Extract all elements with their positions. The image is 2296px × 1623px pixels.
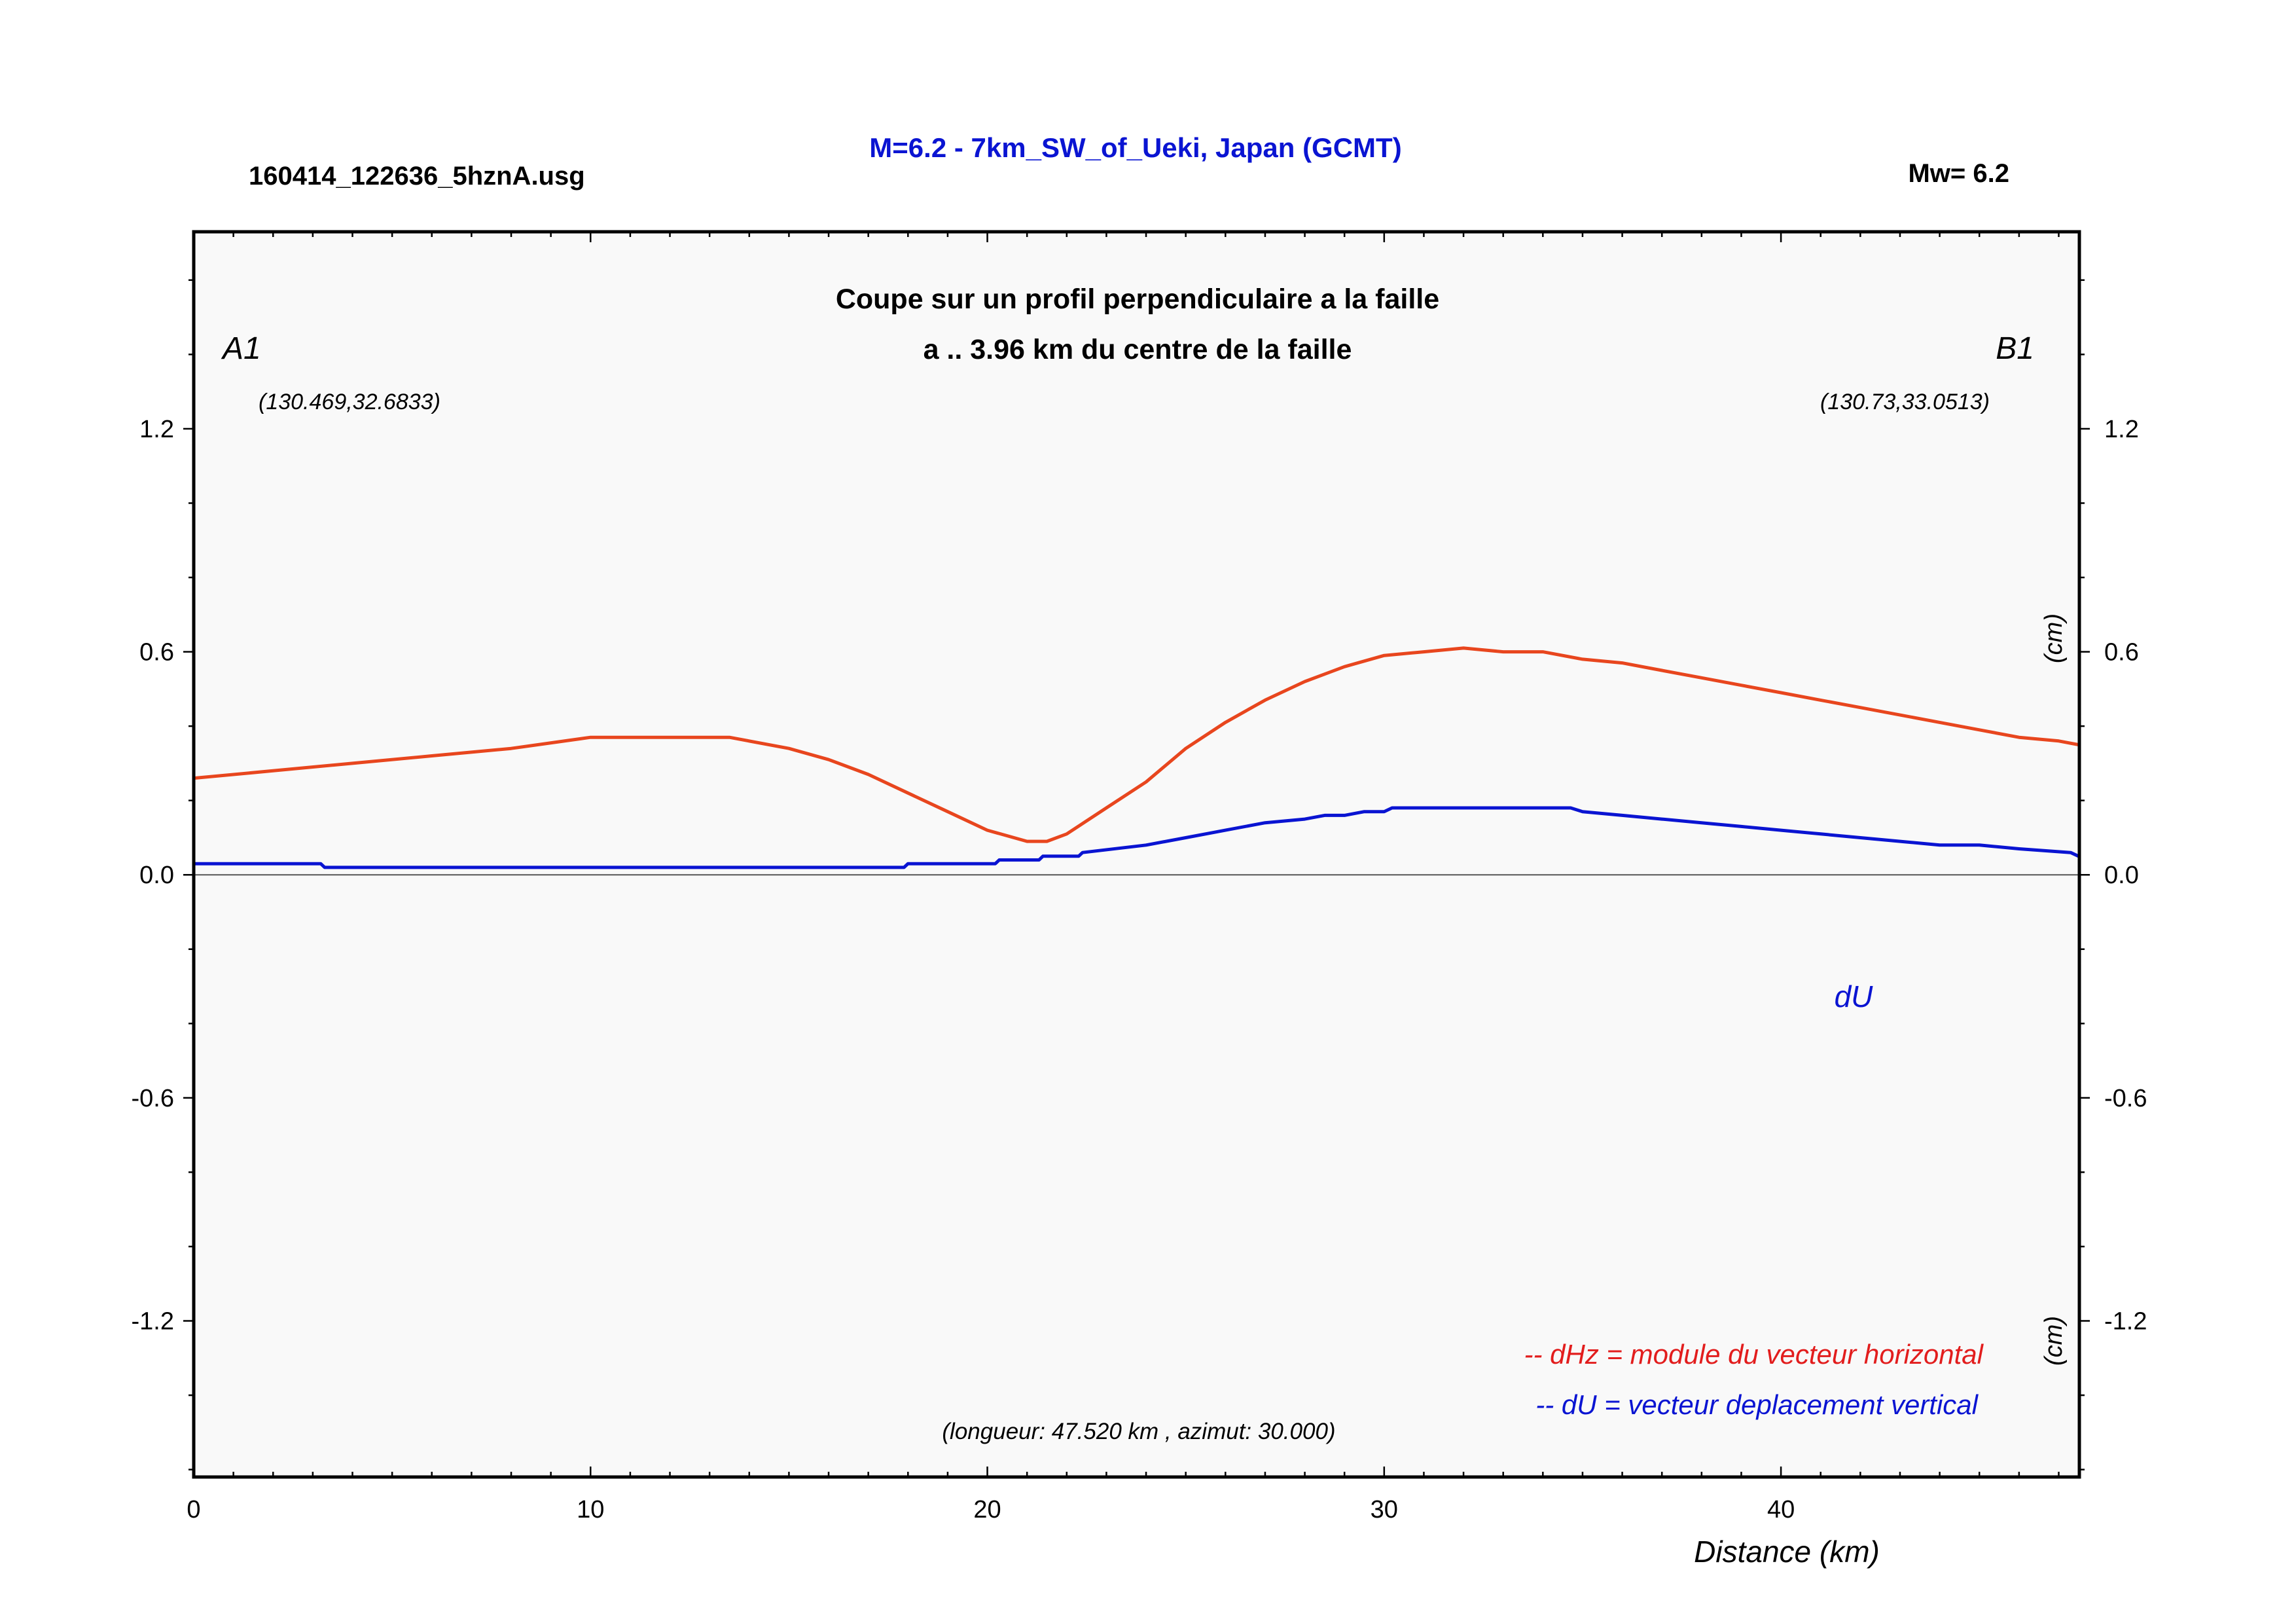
series-dHz-line xyxy=(193,646,2079,843)
y-tick-label-right: -1.2 xyxy=(2104,1308,2147,1336)
y-tick-label-left: 0.6 xyxy=(139,639,174,666)
magnitude-label: Mw= 6.2 xyxy=(1908,159,2009,188)
event-title: M=6.2 - 7km_SW_of_Ueki, Japan (GCMT) xyxy=(869,132,1401,163)
x-axis-label: Distance (km) xyxy=(1694,1535,1880,1569)
series-dU-label: dU xyxy=(1835,979,1874,1013)
x-tick-label: 40 xyxy=(1767,1496,1795,1523)
legend-dHz: -- dHz = module du vecteur horizontal xyxy=(1524,1339,1984,1370)
x-tick-label: 20 xyxy=(973,1496,1001,1523)
y-tick-label-right: 0.6 xyxy=(2104,639,2139,666)
profile-info: (longueur: 47.520 km , azimut: 30.000) xyxy=(942,1419,1335,1444)
plot-area xyxy=(194,232,2079,1477)
endpoint-left-name: A1 xyxy=(221,331,261,366)
y-tick-label-right: -0.6 xyxy=(2104,1085,2147,1112)
chart-title: Coupe sur un profil perpendiculaire a la… xyxy=(836,283,1439,315)
axis-tick-labels: 0 10 20 30 40 1.2 1.2 0.6 0.6 0.0 0.0 -0.6 -0.6 -1.2 -… xyxy=(132,416,2147,1523)
endpoint-right-coords: (130.73,33.0513) xyxy=(1820,390,1990,414)
y-tick-label-left: -0.6 xyxy=(132,1085,174,1112)
endpoint-right-name: B1 xyxy=(1996,331,2034,366)
y-tick-label-left: 0.0 xyxy=(139,862,174,889)
y-tick-label-right: 1.2 xyxy=(2104,416,2139,443)
file-name: 160414_122636_5hznA.usg xyxy=(249,162,585,191)
right-axis-unit-lower: (cm) xyxy=(2040,1316,2068,1366)
legend-dU: -- dU = vecteur deplacement vertical xyxy=(1535,1389,1979,1420)
right-axis-unit-upper: (cm) xyxy=(2040,613,2068,663)
x-tick-label: 10 xyxy=(577,1496,604,1523)
y-tick-label-right: 0.0 xyxy=(2104,862,2139,889)
endpoint-left-coords: (130.469,32.6833) xyxy=(259,390,440,414)
y-tick-label-left: 1.2 xyxy=(139,416,174,443)
x-tick-label: 30 xyxy=(1371,1496,1398,1523)
plot-frame xyxy=(192,230,2081,1479)
series-dU-line xyxy=(194,806,2079,869)
chart-subtitle: a .. 3.96 km du centre de la faille xyxy=(924,334,1352,365)
y-tick-label-left: -1.2 xyxy=(132,1308,174,1336)
x-tick-label: 0 xyxy=(187,1496,200,1523)
